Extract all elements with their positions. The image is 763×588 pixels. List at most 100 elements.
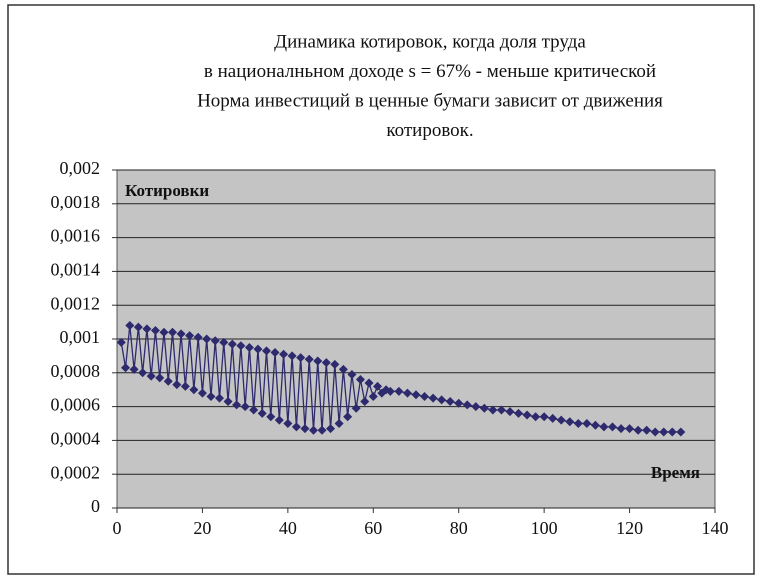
marker [227,339,237,349]
y-tick-label: 0,0008 [51,361,101,381]
marker [573,419,583,428]
x-tick-label: 0 [113,518,122,538]
marker [625,424,635,434]
marker [197,388,207,398]
marker [202,334,212,344]
marker [368,391,378,401]
chart-title: Норма инвестиций в ценные бумаги зависит… [197,90,663,111]
chart-title: котировок. [386,120,473,141]
x-tick-label: 120 [616,518,643,538]
annotation: Котировки [125,181,209,200]
marker [116,337,126,347]
marker [633,425,643,435]
marker [138,368,148,378]
marker [437,395,447,405]
marker [168,327,178,337]
y-tick-label: 0,001 [60,327,101,347]
y-tick-label: 0,0014 [51,260,101,280]
marker [642,425,652,435]
marker [266,412,276,422]
marker [159,327,169,337]
marker [355,375,365,385]
marker [347,369,357,379]
marker [180,381,190,391]
marker [304,354,314,364]
marker [219,337,229,347]
marker [244,342,254,352]
marker [142,324,152,334]
marker [232,400,242,410]
chart-title: в националньном доходе s = 67% - меньше … [204,61,656,82]
marker [317,425,327,435]
marker [488,405,498,415]
marker [296,353,306,363]
y-tick-label: 0,0004 [51,429,101,449]
marker [471,402,481,412]
y-tick-label: 0,0012 [51,293,101,313]
marker [462,400,472,410]
marker [531,412,541,422]
marker [262,346,271,356]
marker [172,380,182,390]
marker [360,397,370,407]
marker [287,351,297,361]
marker [616,424,626,434]
marker [185,331,195,341]
marker [146,371,156,381]
marker [279,349,289,359]
marker [308,425,318,435]
marker [364,378,374,388]
marker [163,376,173,386]
marker [676,427,686,437]
marker [176,329,186,339]
y-tick-label: 0 [91,496,100,516]
marker [125,320,135,330]
y-tick-label: 0,002 [60,158,101,178]
marker [394,386,404,396]
marker [505,407,515,417]
marker [193,332,203,342]
marker [300,424,310,434]
marker [539,412,549,422]
marker [291,422,301,432]
x-tick-label: 60 [364,518,382,538]
annotation: Время [651,463,700,482]
marker [385,386,395,396]
y-tick-label: 0,0018 [51,192,101,212]
marker [129,364,139,374]
marker [330,359,340,369]
marker [590,420,600,430]
marker [215,393,225,403]
y-tick-label: 0,0002 [51,462,101,482]
marker [257,408,267,418]
marker [607,422,617,432]
marker [313,356,323,366]
marker [667,427,677,437]
marker [150,326,160,336]
marker [253,344,263,354]
x-tick-label: 80 [450,518,468,538]
x-tick-label: 140 [702,518,729,538]
marker [496,405,506,415]
marker [236,341,246,351]
marker [650,427,660,437]
x-tick-label: 100 [531,518,558,538]
marker [189,385,199,395]
marker [206,391,216,401]
marker [133,322,143,332]
x-tick-label: 20 [193,518,211,538]
y-tick-label: 0,0006 [51,395,101,415]
marker [548,413,558,423]
marker [326,424,336,434]
marker [249,405,259,415]
marker [402,388,412,398]
x-tick-label: 40 [279,518,297,538]
marker [338,364,348,374]
marker [321,358,331,368]
marker [351,403,361,413]
marker [582,419,592,428]
marker [411,390,421,400]
marker [283,419,293,428]
